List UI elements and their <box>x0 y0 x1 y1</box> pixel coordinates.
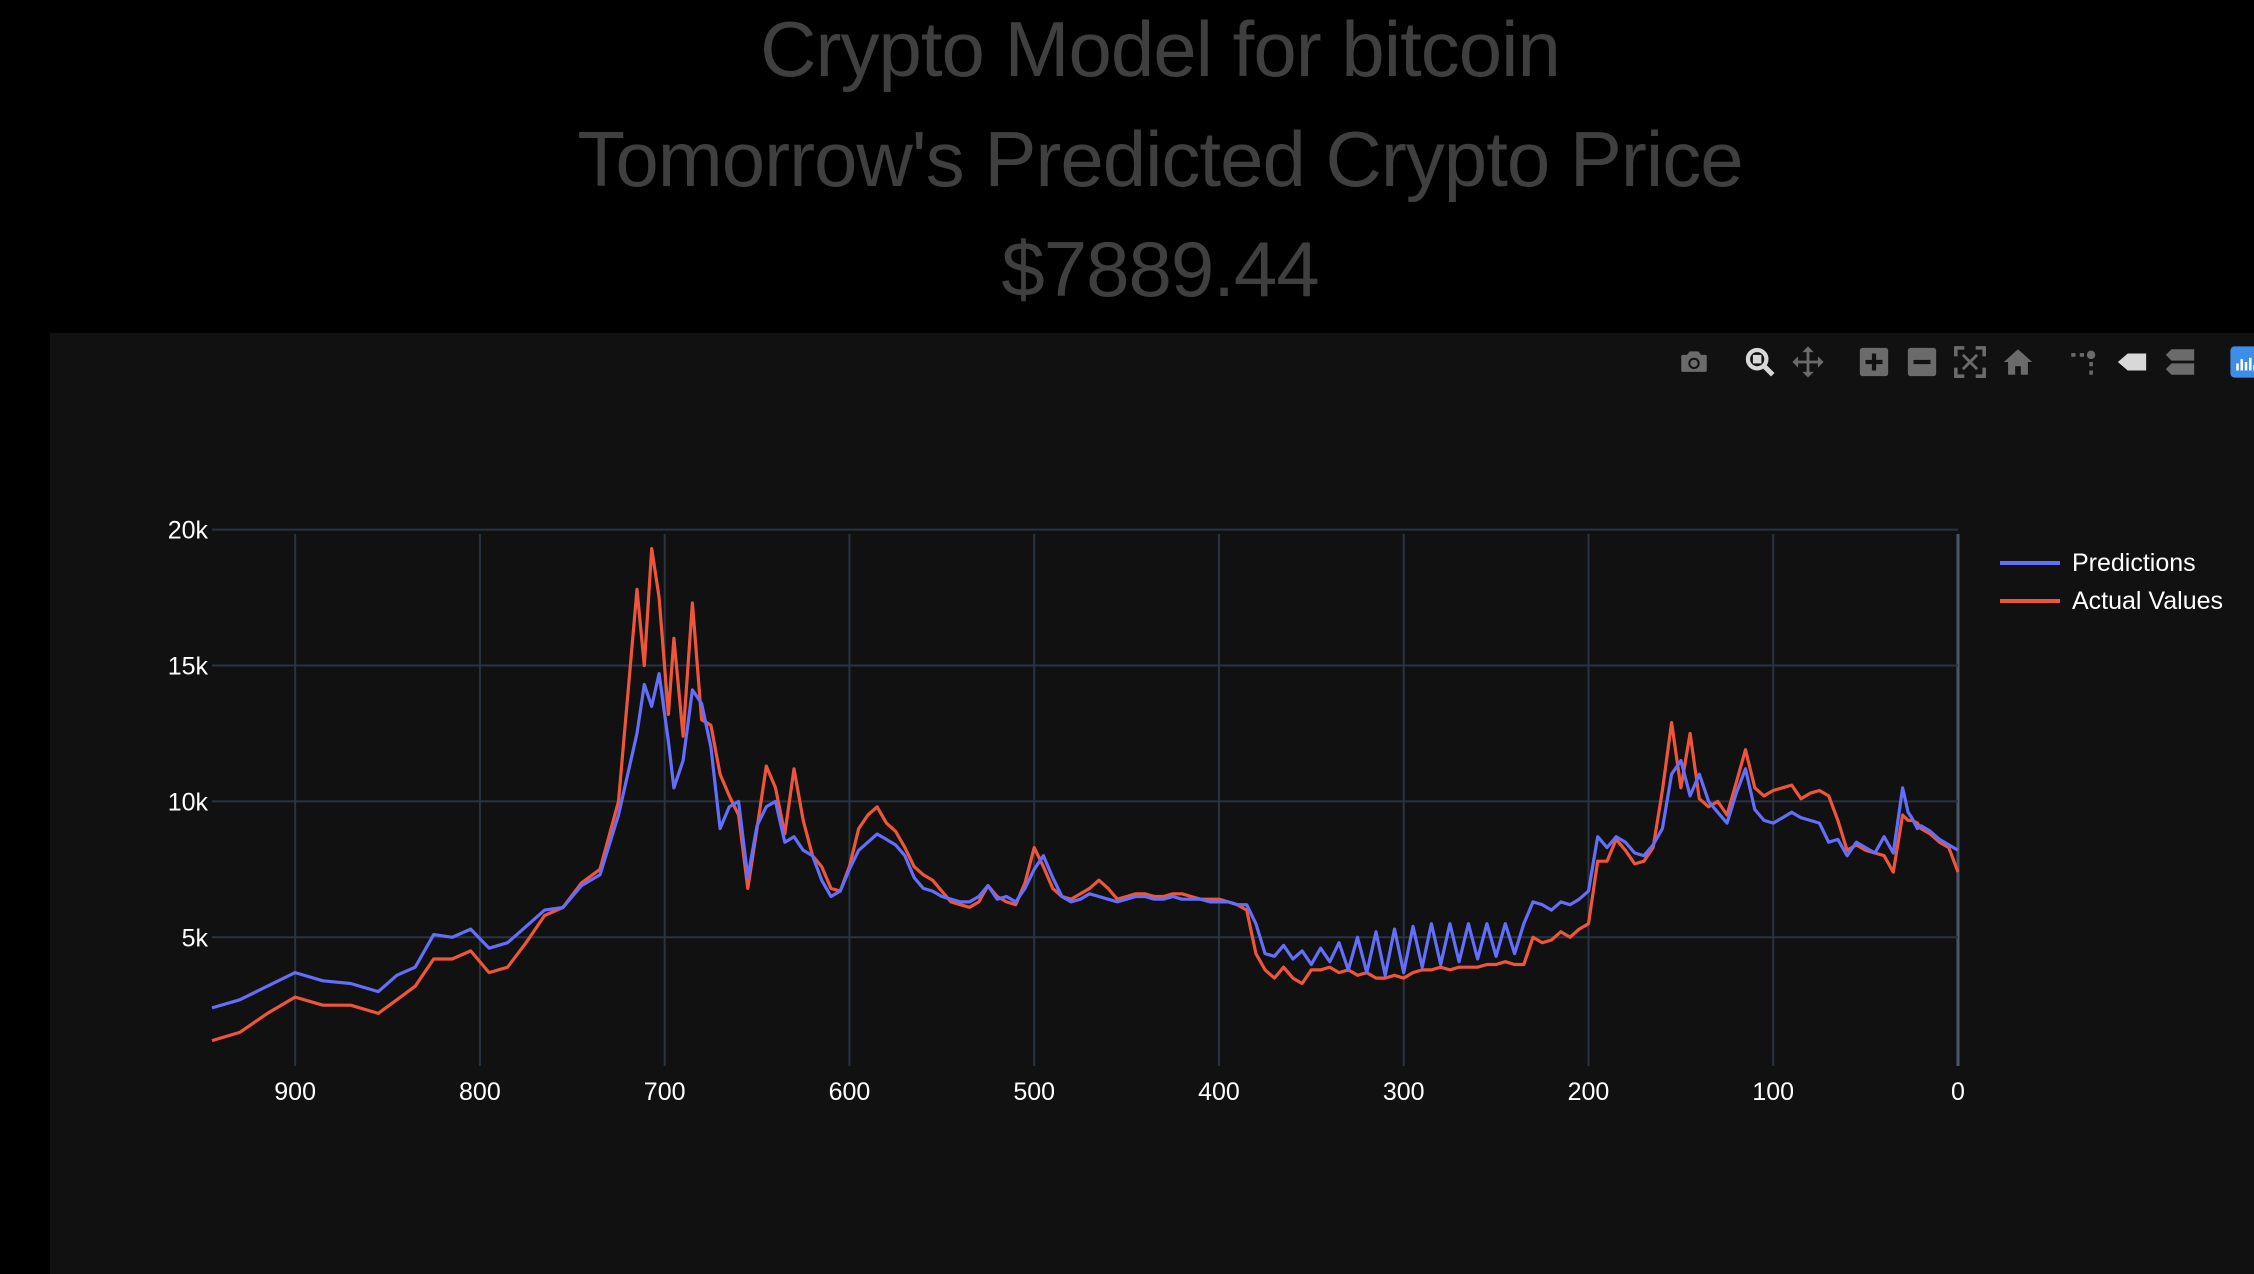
x-tick-label: 300 <box>1383 1078 1425 1106</box>
predicted-price: $7889.44 <box>1001 225 1319 313</box>
y-tick-label: 15k <box>168 652 209 680</box>
pan-icon[interactable] <box>1786 340 1830 384</box>
legend-label-actual-values: Actual Values <box>2072 586 2224 615</box>
x-tick-label: 600 <box>829 1078 871 1106</box>
hover-compare-icon[interactable] <box>2158 340 2202 384</box>
series-line-actual-values <box>211 546 1960 1043</box>
gridlines <box>212 528 1960 1066</box>
reset-axes-icon[interactable] <box>1996 340 2040 384</box>
plot-modebar <box>1670 336 2254 388</box>
x-tick-label: 200 <box>1568 1078 1610 1106</box>
legend-swatch-actual-values <box>2000 599 2060 603</box>
x-tick-label: 500 <box>1013 1078 1055 1106</box>
x-tick-label: 0 <box>1951 1078 1965 1106</box>
page-title: Crypto Model for bitcoin <box>760 5 1561 93</box>
legend-item-actual-values[interactable]: Actual Values <box>2000 582 2223 620</box>
hover-closest-icon[interactable] <box>2110 340 2154 384</box>
zoom-out-icon[interactable] <box>1900 340 1944 384</box>
y-tick-label: 5k <box>182 924 209 952</box>
plotly-logo-icon[interactable] <box>2224 340 2254 384</box>
tick-labels: 900 800 700 600 500 400 300 200 100 0 5k 10k 15k 20k <box>168 517 1965 1106</box>
series-lines <box>211 546 1960 1043</box>
legend-item-predictions[interactable]: Predictions <box>2000 544 2223 582</box>
legend-swatch-predictions <box>2000 561 2060 565</box>
y-tick-label: 10k <box>168 788 209 816</box>
zoom-icon[interactable] <box>1738 340 1782 384</box>
legend-label-predictions: Predictions <box>2072 548 2196 577</box>
zoom-in-icon[interactable] <box>1852 340 1896 384</box>
series-line-predictions <box>211 671 1959 1010</box>
legend[interactable]: Predictions Actual Values <box>2000 544 2223 620</box>
x-tick-label: 100 <box>1752 1078 1794 1106</box>
y-tick-label: 20k <box>168 517 209 545</box>
x-tick-label: 700 <box>644 1078 686 1106</box>
spike-lines-icon[interactable] <box>2062 340 2106 384</box>
plot-area[interactable] <box>50 333 2254 1274</box>
autoscale-icon[interactable] <box>1948 340 1992 384</box>
camera-icon[interactable] <box>1672 340 1716 384</box>
x-tick-label: 400 <box>1198 1078 1240 1106</box>
x-tick-label: 800 <box>459 1078 501 1106</box>
x-tick-label: 900 <box>274 1078 316 1106</box>
prediction-subtitle: Tomorrow's Predicted Crypto Price <box>577 115 1743 203</box>
